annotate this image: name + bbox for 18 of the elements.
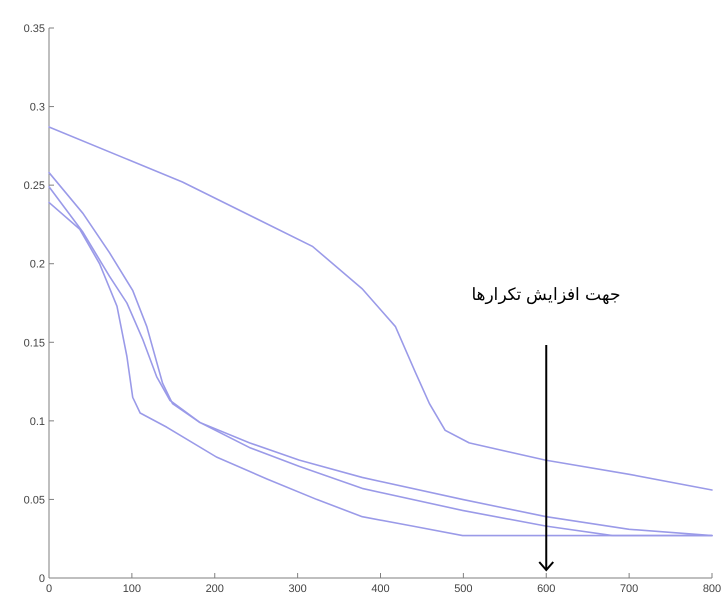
y-tick-label: 0.35 bbox=[24, 23, 45, 35]
x-tick-label: 300 bbox=[288, 583, 307, 595]
x-tick-label: 700 bbox=[620, 583, 638, 595]
y-tick-label: 0.25 bbox=[24, 180, 45, 192]
x-tick-label: 200 bbox=[206, 583, 224, 595]
x-tick-label: 0 bbox=[46, 583, 52, 595]
y-tick-label: 0.15 bbox=[24, 337, 45, 350]
y-tick-label: 0.1 bbox=[30, 416, 45, 428]
x-tick-label: 400 bbox=[371, 583, 390, 595]
x-tick-label: 800 bbox=[702, 583, 722, 595]
x-tick-label: 100 bbox=[122, 583, 142, 595]
y-tick-label: 0.2 bbox=[30, 258, 45, 271]
x-tick-label: 500 bbox=[454, 583, 473, 595]
y-tick-label: 0.3 bbox=[30, 102, 45, 114]
y-tick-label: 0.05 bbox=[24, 494, 45, 506]
annotation: جهت افزایش تکرارها bbox=[472, 285, 621, 305]
y-tick-label: 0 bbox=[38, 573, 45, 585]
x-tick-label: 600 bbox=[537, 583, 556, 595]
